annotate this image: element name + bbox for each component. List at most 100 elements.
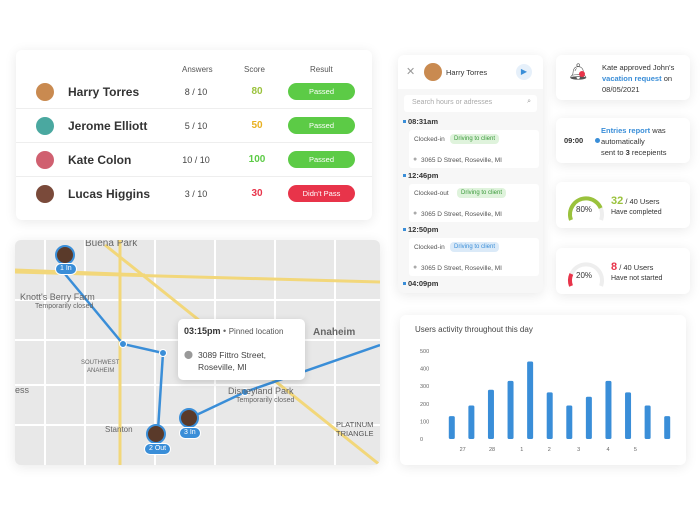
completed-count: 32 — [611, 195, 624, 207]
report-notification[interactable]: 09:00 Entries report was automatically s… — [556, 118, 690, 163]
table-row[interactable]: Jerome Elliott 5 / 10 50 Passed — [16, 109, 372, 143]
chart-title: Users activity throughout this day — [415, 325, 533, 334]
answers: 10 / 10 — [182, 155, 210, 165]
timeline-entry[interactable]: Clocked-out Driving to client ● 3065 D S… — [409, 184, 539, 222]
x-tick-label: 27 — [460, 447, 466, 453]
bar — [644, 405, 651, 439]
bar — [585, 396, 592, 439]
map-label: Knott's Berry Farm — [20, 292, 95, 302]
y-tick-label: 100 — [420, 419, 429, 425]
timeline-time: 04:09pm — [402, 279, 439, 288]
avatar — [36, 151, 54, 169]
activity-chart: Users activity throughout this day 0 100 2… — [400, 315, 686, 465]
not-started-gauge-card: 20% 8 / 40 Users Have not started — [556, 248, 690, 294]
dot-icon — [595, 138, 600, 143]
notification-text: Kate approved John's — [602, 63, 675, 72]
popup-address: 3089 Fittro Street, — [198, 350, 267, 360]
marker-label[interactable]: 3 In — [179, 427, 201, 439]
table-row[interactable]: Harry Torres 8 / 10 80 Passed — [16, 75, 372, 109]
answers: 3 / 10 — [184, 189, 208, 199]
notification-text: automatically — [601, 137, 645, 146]
map-label: Stanton — [105, 425, 133, 434]
bar — [487, 389, 494, 439]
timeline-panel: ✕ Harry Torres ▶ Search hours or adresse… — [398, 55, 543, 293]
pin-icon: ● — [413, 210, 418, 217]
map-label: ess — [15, 385, 30, 395]
bar — [546, 392, 553, 439]
popup-type: Pinned location — [228, 327, 284, 336]
marker-avatar[interactable] — [146, 424, 166, 444]
map-label: Temporarily closed — [35, 303, 94, 310]
search-placeholder: Search hours or adresses — [412, 99, 493, 106]
bar — [468, 405, 475, 439]
pin-icon: ● — [413, 264, 418, 271]
recipient-count: 3 — [625, 148, 630, 157]
bar — [448, 416, 455, 439]
chart-plot: 0 100 200 300 400 500 27 28 1 2 3 4 5 — [420, 349, 671, 453]
pin-icon: ⬤ — [184, 350, 193, 359]
map-label: Temporarily closed — [236, 397, 295, 404]
user-name: Kate Colon — [68, 153, 132, 167]
y-tick-label: 400 — [420, 367, 429, 373]
search-input[interactable]: Search hours or adresses ⌕ — [404, 95, 537, 112]
search-icon: ⌕ — [527, 98, 531, 105]
popup-address: Roseville, MI — [198, 362, 247, 372]
table-row[interactable]: Lucas Higgins 3 / 10 30 Didn't Pass — [16, 177, 372, 211]
user-name: Jerome Elliott — [68, 119, 148, 133]
avatar — [424, 63, 442, 81]
timeline-entry[interactable]: Clocked-in Driving to client ● 3065 D St… — [409, 238, 539, 276]
popup-time: 03:15pm — [184, 326, 221, 336]
y-tick-label: 300 — [420, 384, 429, 390]
map-label: SOUTHWEST — [81, 360, 120, 366]
y-tick-label: 500 — [420, 349, 429, 355]
marker-label[interactable]: 1 In — [55, 263, 77, 275]
marker-avatar[interactable] — [55, 245, 75, 265]
notification-text: recepients — [629, 148, 667, 157]
report-time: 09:00 — [564, 136, 584, 145]
map-label: Disneyland Park — [228, 386, 294, 396]
entries-report-link[interactable]: Entries report — [601, 126, 651, 135]
score: 80 — [251, 86, 263, 97]
timeline-time: 12:50pm — [402, 225, 439, 234]
gauge-percent: 20% — [576, 271, 593, 280]
separator: • — [223, 326, 227, 336]
notification-text: sent to — [601, 148, 626, 157]
user-name: Harry Torres — [446, 68, 488, 77]
bar — [566, 405, 573, 439]
bar — [507, 380, 514, 439]
entry-address: 3065 D Street, Roseville, MI — [421, 265, 502, 272]
location-popup: 03:15pm • Pinned location ⬤ 3089 Fittro … — [178, 319, 305, 380]
entry-address: 3065 D Street, Roseville, MI — [421, 211, 502, 218]
timeline-entry[interactable]: Clocked-in Driving to client ● 3065 D St… — [409, 130, 539, 168]
entry-action: Clocked-out — [414, 190, 449, 197]
map-view[interactable]: Buena Park Knott's Berry Farm Temporaril… — [15, 240, 380, 465]
answers: 8 / 10 — [184, 87, 208, 97]
y-tick-label: 0 — [420, 437, 423, 443]
completed-gauge-card: 80% 32 / 40 Users Have completed — [556, 182, 690, 228]
x-tick-label: 3 — [577, 447, 580, 453]
score: 100 — [248, 154, 266, 165]
gauge-label: Have not started — [611, 275, 663, 282]
table-row[interactable]: Kate Colon 10 / 10 100 Passed — [16, 143, 372, 177]
marker-avatar[interactable] — [179, 408, 199, 428]
total-users: / 40 Users — [617, 263, 654, 272]
entry-address: 3065 D Street, Roseville, MI — [421, 157, 502, 164]
close-icon[interactable]: ✕ — [406, 66, 416, 78]
marker-label[interactable]: 2 Out — [144, 443, 172, 455]
result-badge: Passed — [288, 117, 355, 134]
map-label: ANAHEIM — [87, 368, 115, 374]
quiz-results-table: Answers Score Result Harry Torres 8 / 10… — [16, 50, 372, 220]
vacation-request-link[interactable]: vacation request — [602, 74, 662, 83]
play-icon[interactable]: ▶ — [516, 64, 532, 80]
approval-notification[interactable]: 🔔︎ Kate approved John's vacation request… — [556, 55, 690, 100]
gauge-label: Have completed — [611, 209, 662, 216]
not-started-count: 8 — [611, 261, 618, 273]
avatar — [36, 117, 54, 135]
timeline-time: 12:46pm — [402, 171, 439, 180]
notification-text: on — [661, 74, 673, 83]
bar — [625, 392, 632, 439]
entry-action: Clocked-in — [414, 136, 445, 143]
pin-icon: ● — [413, 156, 418, 163]
x-tick-label: 4 — [606, 447, 609, 453]
timeline-header: ✕ Harry Torres ▶ — [398, 55, 543, 89]
